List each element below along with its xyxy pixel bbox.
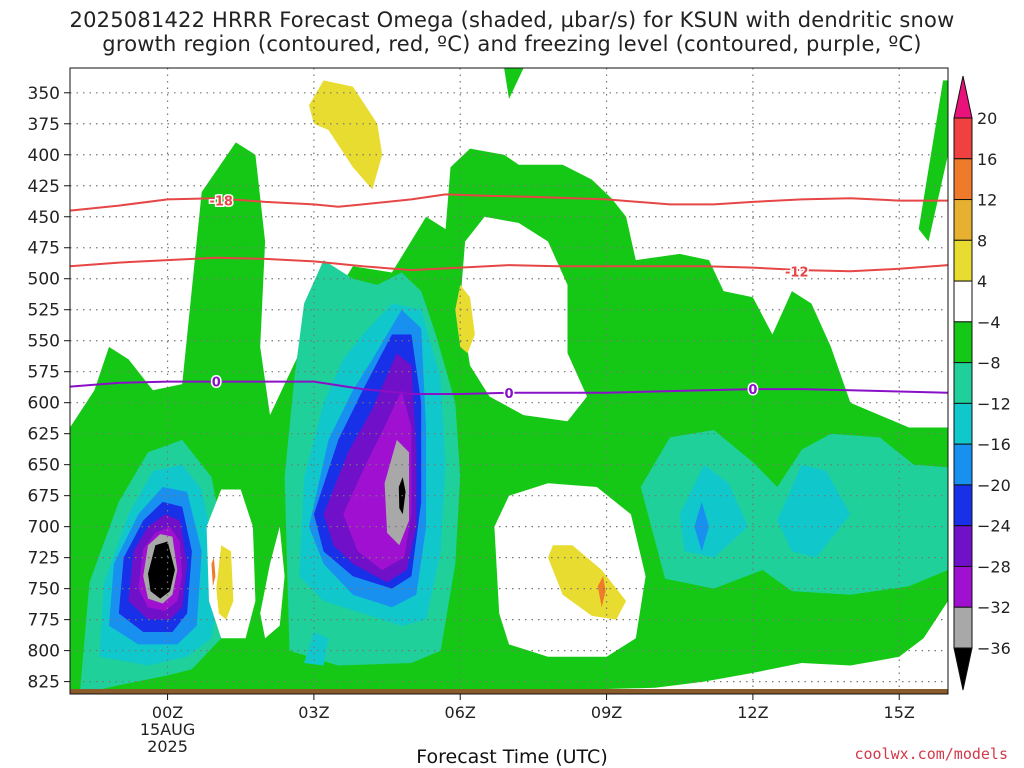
colorbar-label-12: −32 [977,598,1011,617]
omega-region-22 [148,541,175,599]
contour-line-2 [69,380,949,395]
omega-region-2 [504,68,524,99]
y-tick-label-450: 450 [28,208,60,228]
omega-region-26 [460,216,587,422]
x-tick-label-3: 03Z [298,703,329,722]
y-tick-label-575: 575 [28,363,60,383]
y-tick-label-375: 375 [28,115,60,135]
y-tick-label-350: 350 [28,84,60,104]
y-tick-label-775: 775 [28,611,60,631]
omega-region-33 [211,557,216,587]
omega-region-28 [216,545,234,620]
colorbar-swatch-1 [953,117,973,160]
omega-region-1 [918,80,948,242]
colorbar-label-9: −20 [977,476,1011,495]
colorbar-label-0: 20 [977,109,997,128]
y-tick-label-625: 625 [28,425,60,445]
colorbar-label-2: 12 [977,191,997,210]
colorbar-swatch-6 [953,321,973,364]
omega-region-32 [597,576,606,608]
contour-label-extra-0: 0 [504,387,513,402]
chart-title-line-2: growth region (contoured, red, ºC) and f… [102,32,922,56]
y-tick-label-475: 475 [28,239,60,259]
x-tick-label-12: 12Z [737,703,768,722]
x-tick-label-0-sub2: 2025 [147,737,188,756]
x-tick-label-9: 09Z [591,703,622,722]
colorbar-swatch-2 [953,158,973,201]
colorbar-swatch-5 [953,280,973,323]
plot-frame [69,67,949,695]
colorbar-label-11: −28 [977,557,1011,576]
colorbar-label-8: −16 [977,435,1011,454]
colorbar-swatch-10 [953,484,973,527]
colorbar-label-3: 8 [977,231,987,250]
contour-lines: -18 -12 0 0 0 [69,193,949,403]
x-tick-label-0: 00Z [152,703,183,722]
colorbar-bottom-arrow [953,647,973,691]
omega-shading [70,68,948,694]
colorbar-swatch-11 [953,525,973,567]
y-tick-label-525: 525 [28,301,60,321]
chart-title: 2025081422 HRRR Forecast Omega (shaded, … [0,8,1024,56]
y-axis: 350 375 400 425 450 475 500 525 550 575 600 625 650 6… [28,84,70,693]
colorbar-label-10: −24 [977,517,1011,536]
colorbar: 20 16 12 8 4 −4 −8 −12 −16 −20 −24 −28 −32 −36 [953,75,1011,691]
y-tick-label-550: 550 [28,332,60,352]
x-axis-label: Forecast Time (UTC) [416,746,608,768]
colorbar-label-1: 16 [977,150,997,169]
colorbar-swatch-13 [953,606,973,649]
omega-region-30 [455,284,475,354]
colorbar-swatch-3 [953,199,973,241]
contour-line-0 [69,193,948,212]
contour-label-0: -18 [209,195,233,210]
colorbar-swatch-8 [953,402,973,445]
colorbar-swatch-9 [953,443,973,486]
y-tick-label-600: 600 [28,394,60,414]
omega-region-21 [384,439,409,546]
omega-region-27 [260,526,285,639]
credit-text: coolwx.com/models [854,745,1008,763]
y-tick-label-700: 700 [28,518,60,538]
colorbar-swatch-4 [953,239,973,282]
omega-region-8 [304,632,329,666]
colorbar-top-arrow [953,75,973,119]
y-tick-label-400: 400 [28,146,60,166]
contour-label-1: -12 [785,265,809,280]
y-tick-label-800: 800 [28,642,60,662]
y-tick-label-650: 650 [28,456,60,476]
x-tick-label-0-sub1: 15AUG [140,720,195,739]
colorbar-label-7: −12 [977,394,1011,413]
contour-label-2: 0 [212,376,221,391]
terrain-ground-bar [70,689,948,694]
contour-line-1 [69,256,949,273]
contour-label-extra-1: 0 [748,383,757,398]
y-tick-label-425: 425 [28,177,60,197]
y-tick-label-500: 500 [28,270,60,290]
y-tick-label-725: 725 [28,549,60,569]
omega-region-29 [309,80,383,190]
x-tick-label-15: 15Z [884,703,915,722]
x-tick-label-6: 06Z [445,703,476,722]
colorbar-label-5: −4 [977,313,1001,332]
colorbar-label-4: 4 [977,272,987,291]
y-tick-label-675: 675 [28,487,60,507]
colorbar-label-13: −36 [977,639,1011,658]
y-tick-label-750: 750 [28,580,60,600]
omega-region-10 [777,464,851,558]
colorbar-swatch-12 [953,565,973,608]
chart-title-line-1: 2025081422 HRRR Forecast Omega (shaded, … [69,8,955,32]
y-tick-label-825: 825 [28,673,60,693]
colorbar-swatch-7 [953,362,973,404]
colorbar-label-6: −8 [977,354,1001,373]
